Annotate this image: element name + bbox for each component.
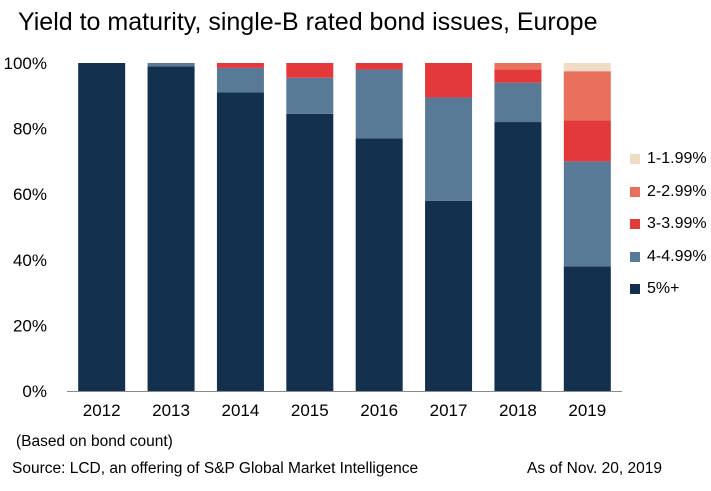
as-of-date: As of Nov. 20, 2019 <box>527 460 662 477</box>
y-tick-label: 20% <box>13 316 47 335</box>
legend-label: 2-2.99% <box>647 182 707 200</box>
bar-segment-2019-series-3 <box>563 71 611 121</box>
bar-segment-2017-series-0 <box>425 200 473 391</box>
x-tick-label: 2012 <box>83 401 121 420</box>
legend-swatch <box>630 154 640 164</box>
legend-swatch <box>630 219 640 229</box>
bar-segment-2015-series-2 <box>286 63 334 78</box>
y-tick-label: 40% <box>13 251 47 270</box>
bar-segment-2013-series-0 <box>147 66 195 391</box>
bar-segment-2017-series-1 <box>425 97 473 201</box>
x-tick-label: 2017 <box>430 401 468 420</box>
bar-segment-2019-series-2 <box>563 120 611 162</box>
x-tick-label: 2016 <box>360 401 398 420</box>
x-tick-label: 2019 <box>568 401 606 420</box>
chart-title: Yield to maturity, single-B rated bond i… <box>18 8 598 36</box>
y-tick-label: 0% <box>22 382 47 401</box>
legend-swatch <box>630 284 640 294</box>
source-text: Source: LCD, an offering of S&P Global M… <box>12 460 419 477</box>
bar-segment-2013-series-1 <box>147 63 195 67</box>
x-tick-label: 2018 <box>499 401 537 420</box>
legend-label: 5%+ <box>647 280 680 297</box>
bar-segment-2015-series-0 <box>286 113 334 391</box>
bar-segment-2016-series-1 <box>355 69 403 139</box>
bar-segment-2019-series-1 <box>563 161 611 267</box>
bar-segment-2018-series-0 <box>494 122 542 391</box>
bars-layer <box>78 63 611 392</box>
chart-note: (Based on bond count) <box>16 433 173 450</box>
bar-segment-2018-series-3 <box>494 63 542 70</box>
bar-segment-2018-series-1 <box>494 82 542 123</box>
legend-label: 4-4.99% <box>647 247 707 265</box>
bar-segment-2014-series-0 <box>216 92 264 392</box>
y-tick-label: 60% <box>13 185 47 204</box>
y-tick-label: 80% <box>13 120 47 139</box>
x-tick-label: 2013 <box>152 401 190 420</box>
bar-segment-2014-series-2 <box>216 63 264 68</box>
bar-segment-2018-series-2 <box>494 69 542 83</box>
bar-segment-2014-series-1 <box>216 67 264 93</box>
bar-segment-2012-series-0 <box>78 63 126 391</box>
bar-segment-2015-series-1 <box>286 77 334 114</box>
stacked-bar-chart: 2012 2013 2014 2015 2016 2017 2018 2019 0% 20% 40%… <box>4 54 622 420</box>
bar-segment-2016-series-2 <box>355 63 403 70</box>
bar-segment-2019-series-4 <box>563 63 611 72</box>
bar-segment-2019-series-0 <box>563 266 611 391</box>
legend-label: 3-3.99% <box>647 215 707 232</box>
x-tick-label: 2014 <box>222 401 260 420</box>
legend-swatch <box>630 251 640 262</box>
bar-segment-2016-series-0 <box>355 138 403 391</box>
bar-segment-2017-series-2 <box>425 63 473 98</box>
x-tick-label: 2015 <box>291 401 329 420</box>
legend-swatch <box>630 186 640 197</box>
y-tick-label: 100% <box>4 54 47 73</box>
axes-layer: 2012 2013 2014 2015 2016 2017 2018 2019 0% 20% 40%… <box>4 54 622 420</box>
legend-label: 1-1.99% <box>647 150 707 167</box>
